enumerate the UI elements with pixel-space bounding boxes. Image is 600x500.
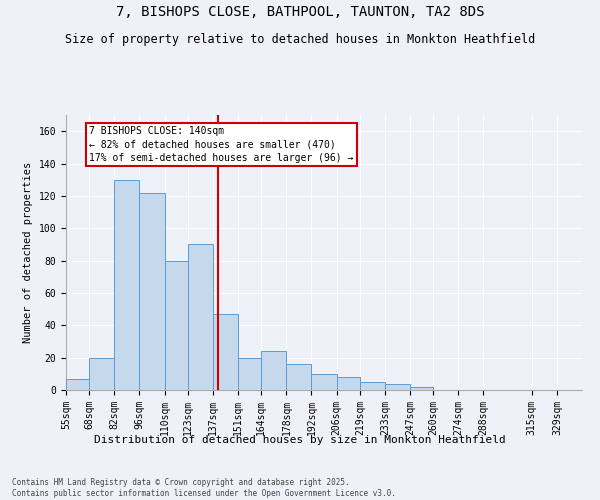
Bar [66,378,89,390]
Bar [238,358,261,390]
Text: 7 BISHOPS CLOSE: 140sqm
← 82% of detached houses are smaller (470)
17% of semi-d: 7 BISHOPS CLOSE: 140sqm ← 82% of detache… [89,126,353,162]
Bar [360,382,385,390]
Bar [213,314,238,390]
Bar [89,358,115,390]
Bar [410,387,433,390]
Bar [164,260,188,390]
Bar [337,377,360,390]
Bar [115,180,139,390]
Bar [311,374,337,390]
Text: Distribution of detached houses by size in Monkton Heathfield: Distribution of detached houses by size … [94,435,506,445]
Bar [385,384,410,390]
Y-axis label: Number of detached properties: Number of detached properties [23,162,33,343]
Text: 7, BISHOPS CLOSE, BATHPOOL, TAUNTON, TA2 8DS: 7, BISHOPS CLOSE, BATHPOOL, TAUNTON, TA2… [116,5,484,19]
Bar [188,244,213,390]
Bar [261,351,286,390]
Bar [286,364,311,390]
Text: Size of property relative to detached houses in Monkton Heathfield: Size of property relative to detached ho… [65,32,535,46]
Text: Contains HM Land Registry data © Crown copyright and database right 2025.
Contai: Contains HM Land Registry data © Crown c… [12,478,396,498]
Bar [139,192,164,390]
